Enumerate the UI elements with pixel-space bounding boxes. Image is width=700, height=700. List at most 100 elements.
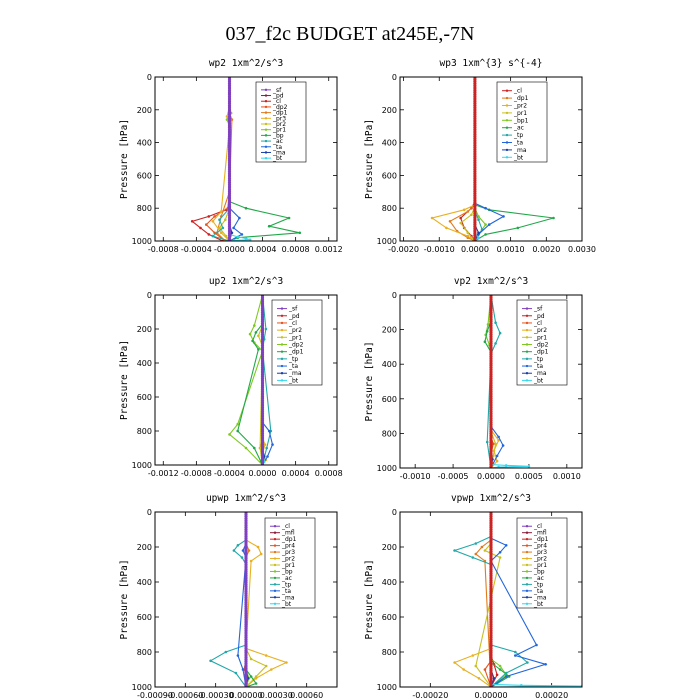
- zero-marker: [489, 664, 493, 668]
- zero-marker: [244, 572, 248, 576]
- zero-marker: [227, 97, 232, 101]
- zero-marker: [260, 311, 265, 315]
- zero-marker: [473, 231, 477, 235]
- legend-marker: [264, 111, 268, 114]
- y-tick-label: 0: [147, 291, 152, 300]
- legend-marker: [264, 88, 268, 92]
- x-tick-label: -0.0008: [148, 245, 179, 254]
- zero-marker: [244, 591, 248, 596]
- zero-marker: [489, 300, 493, 304]
- zero-marker: [260, 330, 265, 334]
- data-point: [199, 226, 202, 230]
- zero-marker: [244, 517, 248, 521]
- legend-label: _ac: [272, 138, 283, 145]
- zero-marker: [473, 148, 477, 152]
- zero-marker: [260, 359, 265, 363]
- zero-marker: [489, 616, 493, 620]
- legend-marker: [525, 583, 529, 586]
- legend-marker: [525, 343, 529, 346]
- zero-marker: [473, 141, 477, 145]
- zero-marker: [260, 341, 265, 345]
- legend-label: _mfl: [281, 530, 295, 537]
- zero-marker: [244, 657, 248, 662]
- zero-marker: [244, 556, 248, 560]
- legend-label: _pd: [533, 313, 545, 320]
- zero-marker: [244, 583, 248, 587]
- data-point: [236, 544, 240, 547]
- data-point: [264, 654, 268, 657]
- legend-label: _tp: [533, 581, 543, 588]
- zero-marker: [244, 644, 248, 648]
- zero-marker: [489, 418, 493, 422]
- zero-marker: [260, 414, 265, 418]
- zero-marker: [473, 156, 477, 160]
- zero-marker: [473, 145, 477, 149]
- zero-marker: [260, 350, 265, 354]
- data-point: [495, 459, 499, 463]
- zero-marker: [260, 337, 265, 341]
- plot-frame: [154, 511, 338, 688]
- legend-label: _ac: [533, 575, 544, 582]
- zero-marker: [244, 580, 248, 585]
- zero-marker: [489, 465, 493, 468]
- zero-marker: [489, 341, 493, 345]
- y-tick-label: 0: [147, 73, 152, 82]
- zero-marker: [244, 534, 248, 538]
- data-point: [504, 671, 508, 675]
- zero-marker: [260, 399, 265, 403]
- zero-marker: [227, 220, 232, 224]
- x-tick-label: 0.0000: [461, 245, 489, 254]
- legend-marker: [280, 336, 284, 339]
- series-line: [191, 77, 231, 241]
- data-point: [462, 208, 466, 212]
- y-tick-label: 800: [382, 429, 397, 438]
- zero-marker: [489, 589, 493, 593]
- chart-panel-5: upwp 1xm^2/s^3 Pressure [hPa] 0 200 400 600 80…: [119, 493, 338, 700]
- x-tick-label: 0.0004: [282, 469, 310, 478]
- zero-marker: [260, 372, 265, 376]
- zero-marker: [244, 673, 248, 677]
- legend-marker: [525, 531, 529, 534]
- zero-marker: [489, 308, 493, 312]
- zero-marker: [473, 150, 477, 154]
- zero-marker: [489, 372, 493, 376]
- plot-frame: [399, 76, 583, 242]
- legend-label: _bp1: [513, 117, 529, 124]
- zero-marker: [244, 649, 248, 653]
- legend-marker: [525, 589, 529, 593]
- zero-marker: [260, 388, 265, 392]
- panels: wp2 1xm^2/s^3 Pressure [hPa] 0 200 400 600 800…: [119, 58, 596, 700]
- zero-marker: [489, 311, 493, 315]
- y-tick-label: 200: [382, 543, 397, 552]
- data-point: [498, 556, 502, 559]
- zero-marker: [489, 545, 493, 549]
- zero-marker: [260, 304, 265, 308]
- zero-marker: [489, 618, 493, 622]
- data-point: [498, 551, 502, 554]
- zero-marker: [260, 297, 265, 301]
- zero-marker: [260, 451, 265, 455]
- legend-marker: [505, 119, 509, 122]
- zero-marker: [244, 547, 248, 552]
- zero-marker: [260, 339, 265, 343]
- zero-marker: [227, 79, 232, 83]
- zero-marker: [489, 328, 493, 332]
- zero-marker: [473, 137, 477, 141]
- legend-marker: [264, 100, 268, 103]
- zero-marker: [227, 152, 232, 156]
- zero-marker: [227, 209, 232, 213]
- zero-marker: [260, 392, 265, 396]
- legend-marker: [505, 104, 509, 107]
- zero-marker: [260, 394, 265, 398]
- legend-label: _dp2: [272, 104, 288, 111]
- legend-label: _pr3: [272, 115, 286, 122]
- zero-marker: [227, 115, 232, 119]
- zero-marker: [489, 521, 493, 525]
- zero-marker: [473, 117, 477, 121]
- zero-marker: [489, 528, 493, 532]
- page-title: 037_f2c BUDGET at245E,-7N: [225, 23, 474, 45]
- zero-marker: [473, 238, 477, 241]
- data-point: [494, 342, 497, 345]
- zero-marker: [489, 335, 493, 339]
- data-point: [232, 226, 235, 230]
